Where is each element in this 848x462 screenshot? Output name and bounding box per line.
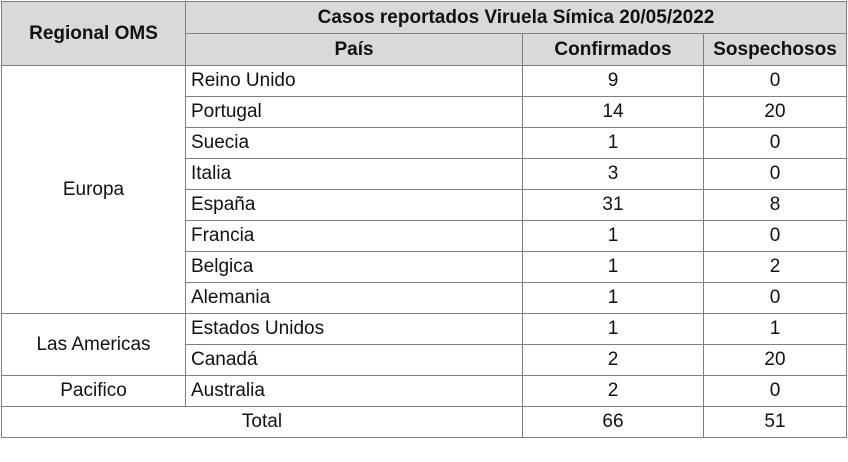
table-row: Pacifico Australia 2 0 bbox=[1, 375, 847, 407]
header-confirmados: Confirmados bbox=[522, 33, 704, 66]
table-row: Las Americas Estados Unidos 1 1 bbox=[1, 313, 847, 376]
table-row: España 31 8 bbox=[2, 189, 847, 221]
confirmed-cell: 3 bbox=[522, 158, 704, 190]
cases-table: Regional OMS Casos reportados Viruela Sí… bbox=[1, 1, 847, 438]
country-cell: Estados Unidos bbox=[185, 313, 523, 345]
region-cell: Pacifico bbox=[1, 375, 186, 407]
table-row: Suecia 1 0 bbox=[2, 127, 847, 159]
total-confirmed: 66 bbox=[522, 406, 704, 438]
confirmed-cell: 1 bbox=[522, 282, 704, 314]
country-cell: Alemania bbox=[185, 282, 523, 314]
country-cell: Reino Unido bbox=[185, 65, 523, 97]
total-label: Total bbox=[1, 406, 523, 438]
header-row-2: País Confirmados Sospechosos bbox=[2, 33, 847, 66]
suspected-cell: 0 bbox=[703, 127, 847, 159]
confirmed-cell: 1 bbox=[522, 127, 704, 159]
country-cell: Italia bbox=[185, 158, 523, 190]
suspected-cell: 0 bbox=[703, 65, 847, 97]
suspected-cell: 20 bbox=[703, 344, 847, 376]
country-cell: Australia bbox=[185, 375, 523, 407]
confirmed-cell: 14 bbox=[522, 96, 704, 128]
table-row: Alemania 1 0 bbox=[2, 282, 847, 314]
country-cell: España bbox=[185, 189, 523, 221]
header-regional-oms: Regional OMS bbox=[1, 1, 186, 66]
confirmed-cell: 2 bbox=[522, 344, 704, 376]
suspected-cell: 0 bbox=[703, 282, 847, 314]
suspected-cell: 20 bbox=[703, 96, 847, 128]
header-pais: País bbox=[185, 33, 523, 66]
country-cell: Belgica bbox=[185, 251, 523, 283]
country-cell: Canadá bbox=[185, 344, 523, 376]
suspected-cell: 1 bbox=[703, 313, 847, 345]
region-cell: Europa bbox=[1, 65, 186, 314]
confirmed-cell: 2 bbox=[522, 375, 704, 407]
table-row: Francia 1 0 bbox=[2, 220, 847, 252]
suspected-cell: 0 bbox=[703, 375, 847, 407]
total-suspected: 51 bbox=[703, 406, 847, 438]
header-row-1: Regional OMS Casos reportados Viruela Sí… bbox=[1, 1, 847, 66]
table-row: Canadá 2 20 bbox=[2, 344, 847, 376]
table-title: Casos reportados Viruela Símica 20/05/20… bbox=[185, 1, 847, 34]
country-cell: Portugal bbox=[185, 96, 523, 128]
country-cell: Suecia bbox=[185, 127, 523, 159]
confirmed-cell: 9 bbox=[522, 65, 704, 97]
confirmed-cell: 31 bbox=[522, 189, 704, 221]
total-row: Total 66 51 bbox=[1, 406, 847, 438]
suspected-cell: 2 bbox=[703, 251, 847, 283]
suspected-cell: 0 bbox=[703, 158, 847, 190]
confirmed-cell: 1 bbox=[522, 251, 704, 283]
header-sospechosos: Sospechosos bbox=[703, 33, 847, 66]
suspected-cell: 0 bbox=[703, 220, 847, 252]
confirmed-cell: 1 bbox=[522, 220, 704, 252]
confirmed-cell: 1 bbox=[522, 313, 704, 345]
suspected-cell: 8 bbox=[703, 189, 847, 221]
table-row: Portugal 14 20 bbox=[2, 96, 847, 128]
region-cell: Las Americas bbox=[1, 313, 186, 376]
country-cell: Francia bbox=[185, 220, 523, 252]
table-row: Europa Reino Unido 9 0 bbox=[1, 65, 847, 314]
